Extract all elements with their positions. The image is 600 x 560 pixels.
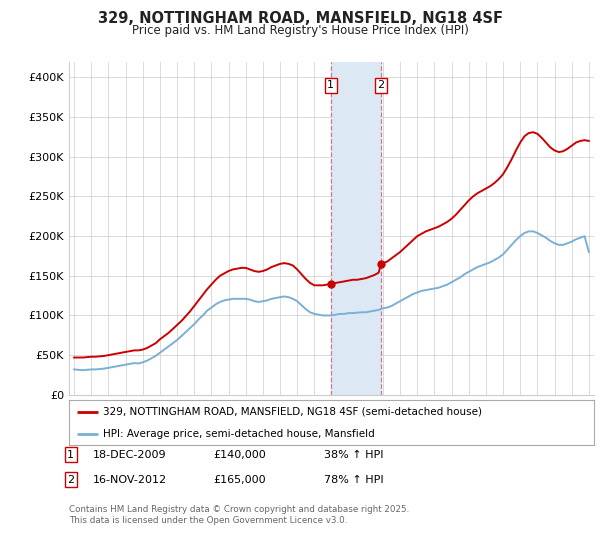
Text: 329, NOTTINGHAM ROAD, MANSFIELD, NG18 4SF (semi-detached house): 329, NOTTINGHAM ROAD, MANSFIELD, NG18 4S… [103,407,482,417]
Text: 38% ↑ HPI: 38% ↑ HPI [324,450,383,460]
Text: Price paid vs. HM Land Registry's House Price Index (HPI): Price paid vs. HM Land Registry's House … [131,24,469,36]
Text: 2: 2 [377,81,385,90]
Bar [331,62,381,395]
Text: 1: 1 [328,81,334,90]
Text: HPI: Average price, semi-detached house, Mansfield: HPI: Average price, semi-detached house,… [103,429,375,439]
Text: 18-DEC-2009: 18-DEC-2009 [93,450,167,460]
Text: 1: 1 [67,450,74,460]
Text: 78% ↑ HPI: 78% ↑ HPI [324,475,383,485]
Text: 329, NOTTINGHAM ROAD, MANSFIELD, NG18 4SF: 329, NOTTINGHAM ROAD, MANSFIELD, NG18 4S… [97,11,503,26]
Text: 2: 2 [67,475,74,485]
Text: £165,000: £165,000 [213,475,266,485]
Text: 16-NOV-2012: 16-NOV-2012 [93,475,167,485]
Text: Contains HM Land Registry data © Crown copyright and database right 2025.
This d: Contains HM Land Registry data © Crown c… [69,505,409,525]
Text: £140,000: £140,000 [213,450,266,460]
